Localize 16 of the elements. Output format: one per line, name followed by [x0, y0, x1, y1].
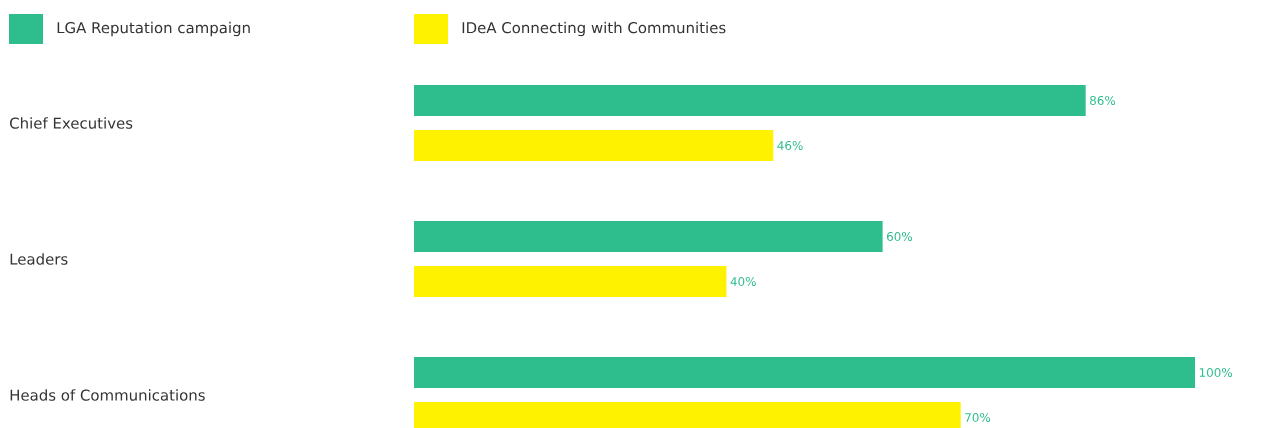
data-label: 46%	[777, 140, 803, 151]
bar	[414, 221, 883, 252]
data-label: 60%	[886, 231, 913, 242]
bar	[414, 130, 774, 161]
legend-label: LGA Reputation campaign	[57, 21, 250, 37]
data-label: 40%	[730, 276, 756, 287]
bar	[414, 266, 727, 297]
bar	[414, 85, 1086, 116]
bar	[414, 357, 1196, 388]
y-tick-label: Chief Executives	[10, 117, 133, 129]
legend-label: IDeA Connecting with Communities	[462, 21, 726, 37]
y-tick-label: Heads of Communications	[10, 389, 205, 401]
data-label: 70%	[965, 412, 991, 423]
data-label: 86%	[1090, 95, 1116, 106]
y-tick-label: Leaders	[10, 253, 68, 265]
data-label: 100%	[1199, 367, 1233, 378]
